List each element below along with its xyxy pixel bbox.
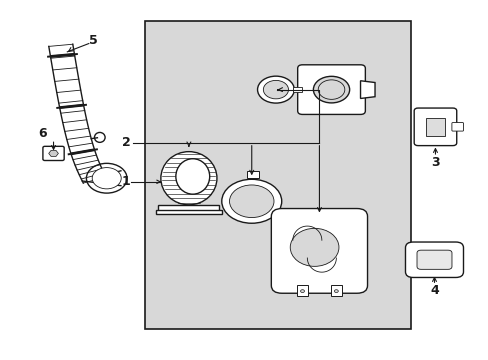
- FancyBboxPatch shape: [271, 208, 367, 293]
- FancyBboxPatch shape: [405, 242, 463, 278]
- Ellipse shape: [176, 159, 209, 194]
- Polygon shape: [49, 44, 106, 183]
- Ellipse shape: [86, 163, 127, 193]
- Bar: [246, 171, 258, 177]
- Text: 2: 2: [122, 136, 130, 149]
- Bar: [156, 211, 222, 214]
- Polygon shape: [360, 81, 374, 99]
- Ellipse shape: [300, 290, 304, 293]
- FancyBboxPatch shape: [297, 65, 365, 114]
- Text: 6: 6: [39, 127, 47, 140]
- Ellipse shape: [313, 76, 349, 103]
- Ellipse shape: [229, 185, 273, 217]
- Text: 4: 4: [429, 284, 438, 297]
- Ellipse shape: [263, 80, 288, 99]
- Ellipse shape: [290, 228, 338, 266]
- Ellipse shape: [222, 179, 281, 223]
- Ellipse shape: [334, 290, 338, 293]
- Ellipse shape: [257, 76, 294, 103]
- FancyBboxPatch shape: [43, 146, 64, 161]
- FancyBboxPatch shape: [451, 123, 463, 131]
- Ellipse shape: [318, 80, 344, 99]
- Bar: [330, 285, 342, 296]
- Text: 3: 3: [430, 156, 439, 169]
- FancyBboxPatch shape: [413, 108, 456, 145]
- Text: 5: 5: [89, 34, 98, 47]
- Ellipse shape: [161, 152, 217, 205]
- Ellipse shape: [94, 132, 105, 142]
- Ellipse shape: [92, 168, 121, 189]
- Text: 1: 1: [122, 175, 130, 188]
- Bar: [425, 118, 444, 136]
- Bar: [145, 21, 410, 329]
- FancyBboxPatch shape: [416, 250, 451, 269]
- Polygon shape: [49, 150, 58, 157]
- Bar: [293, 87, 302, 93]
- Bar: [296, 285, 308, 296]
- Bar: [158, 205, 219, 211]
